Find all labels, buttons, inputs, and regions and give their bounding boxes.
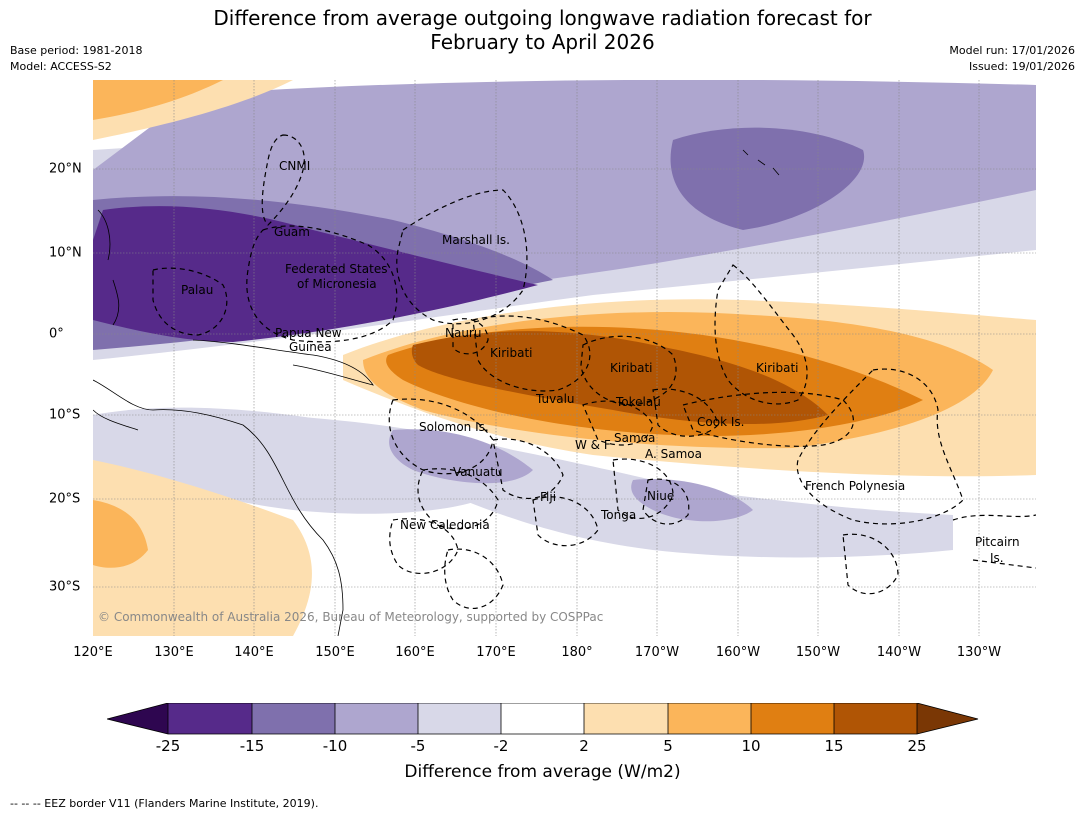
colorbar-bin <box>168 703 252 734</box>
lon-label: 130°E <box>154 645 194 660</box>
lat-label: 0° <box>49 326 64 342</box>
region-label: Nauru <box>445 326 481 340</box>
lat-label: 10°S <box>49 407 81 423</box>
region-label: Solomon Is. <box>419 420 489 434</box>
region-label: Vanuatu <box>453 465 503 479</box>
colorbar-tick: -15 <box>239 737 265 755</box>
lon-label: 180° <box>561 645 593 660</box>
region-labels: CNMI Guam Marshall Is. Federated States … <box>181 159 1020 565</box>
colorbar-tick: -5 <box>410 737 426 755</box>
eez-footnote: -- -- -- EEZ border V11 (Flanders Marine… <box>10 797 319 810</box>
negative-anomaly-fields <box>93 80 1036 558</box>
region-label: Kiribati <box>756 361 798 375</box>
colorbar-under-triangle <box>107 703 168 734</box>
region-label: CNMI <box>279 159 310 173</box>
lat-label: 20°N <box>49 161 82 177</box>
region-label: Guam <box>274 225 310 239</box>
coastlines <box>93 149 780 636</box>
chart-title: Difference from average outgoing longwav… <box>0 6 1085 54</box>
copyright-notice: © Commonwealth of Australia 2026, Bureau… <box>98 610 603 624</box>
lon-label: 140°W <box>876 645 922 660</box>
colorbar-tick: 2 <box>579 737 589 755</box>
colorbar-tick: 25 <box>907 737 927 755</box>
model-name: Model: ACCESS-S2 <box>10 60 112 73</box>
colorbar-tick: -25 <box>155 737 181 755</box>
colorbar-over-triangle <box>917 703 978 734</box>
region-label: Guinea <box>289 340 332 354</box>
positive-anomaly-fields <box>93 80 1036 636</box>
region-label: Is. <box>990 551 1004 565</box>
region-label: Niue <box>647 489 674 503</box>
region-label: Papua New <box>275 326 342 340</box>
region-label: Fiji <box>540 490 556 504</box>
lon-label: 160°E <box>395 645 435 660</box>
region-label: A. Samoa <box>645 447 702 461</box>
region-label: Kiribati <box>490 346 532 360</box>
colorbar-label: Difference from average (W/m2) <box>404 762 681 782</box>
lon-label: 170°W <box>634 645 680 660</box>
lon-label: 150°E <box>315 645 355 660</box>
lon-label: 140°E <box>234 645 274 660</box>
colorbar-tick: -2 <box>493 737 509 755</box>
colorbar-bin <box>584 703 668 734</box>
lon-label: 130°W <box>956 645 1002 660</box>
lon-label: 170°E <box>476 645 516 660</box>
region-label: Tonga <box>600 508 636 522</box>
colorbar-bin <box>668 703 751 734</box>
region-label: of Micronesia <box>297 277 377 291</box>
region-label: Federated States <box>285 262 387 276</box>
region-label: Palau <box>181 283 213 297</box>
colorbar <box>107 703 979 735</box>
region-label: Kiribati <box>610 361 652 375</box>
title-line-2: February to April 2026 <box>430 30 655 54</box>
eez-borders <box>152 134 1036 609</box>
colorbar-tick: 10 <box>741 737 761 755</box>
region-label: New Caledonia <box>400 518 490 532</box>
lat-label: 30°S <box>49 579 81 595</box>
region-label: French Polynesia <box>805 479 905 493</box>
region-label: Cook Is. <box>697 415 744 429</box>
meta-left: Base period: 1981-2018 Model: ACCESS-S2 <box>10 43 142 75</box>
lat-label: 10°N <box>49 245 82 261</box>
region-label: Samoa <box>614 431 655 445</box>
lon-label: 120°E <box>73 645 113 660</box>
colorbar-bin <box>501 703 584 734</box>
lat-label: 20°S <box>49 491 81 507</box>
colorbar-bin <box>335 703 418 734</box>
meta-right: Model run: 17/01/2026 Issued: 19/01/2026 <box>949 43 1075 75</box>
region-label: Tuvalu <box>535 392 575 406</box>
colorbar-tick: 15 <box>824 737 844 755</box>
region-label: Marshall Is. <box>442 233 510 247</box>
lon-label: 150°W <box>795 645 841 660</box>
region-label: W & F <box>575 438 611 452</box>
issued-date: Issued: 19/01/2026 <box>968 60 1075 73</box>
lon-label: 160°W <box>715 645 761 660</box>
olr-anomaly-map: CNMI Guam Marshall Is. Federated States … <box>93 80 1036 636</box>
model-run: Model run: 17/01/2026 <box>949 44 1075 57</box>
colorbar-bin <box>834 703 917 734</box>
graticule <box>93 80 1036 636</box>
colorbar-bin <box>751 703 834 734</box>
title-line-1: Difference from average outgoing longwav… <box>213 6 872 30</box>
colorbar-bin <box>418 703 501 734</box>
region-label: Pitcairn <box>975 535 1020 549</box>
colorbar-tick: -10 <box>322 737 348 755</box>
base-period: Base period: 1981-2018 <box>10 44 143 57</box>
colorbar-bin <box>252 703 335 734</box>
colorbar-tick: 5 <box>663 737 673 755</box>
region-label: Tokelau <box>615 395 661 409</box>
